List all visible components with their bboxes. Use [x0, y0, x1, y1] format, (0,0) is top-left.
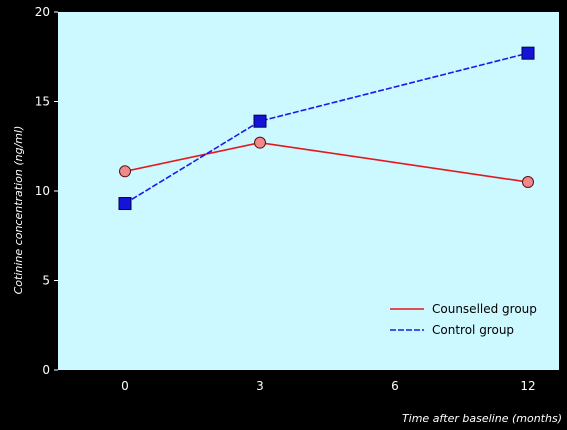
x-axis-label: Time after baseline (months) [402, 412, 562, 425]
data-point [118, 197, 132, 211]
x-tick-label: 12 [520, 379, 535, 393]
legend-label: Control group [432, 323, 514, 337]
data-point [253, 114, 267, 128]
y-tick-label: 15 [35, 95, 50, 109]
x-tick-label: 6 [391, 379, 399, 393]
y-axis-label: Cotinine concentration (ng/ml) [12, 126, 25, 295]
y-tick-label: 5 [42, 274, 50, 288]
x-tick-label: 3 [256, 379, 264, 393]
legend-label: Counselled group [432, 302, 537, 316]
data-point [522, 176, 534, 189]
data-point [521, 46, 535, 60]
y-tick-label: 20 [35, 5, 50, 19]
series-line-2 [124, 52, 529, 205]
x-tick-label: 0 [121, 379, 129, 393]
data-point [119, 165, 131, 178]
y-tick-label: 10 [35, 184, 50, 198]
legend: Counselled group Control group [390, 302, 537, 337]
y-tick-label: 0 [42, 363, 50, 377]
plot-area [58, 12, 559, 370]
data-point [254, 136, 266, 149]
